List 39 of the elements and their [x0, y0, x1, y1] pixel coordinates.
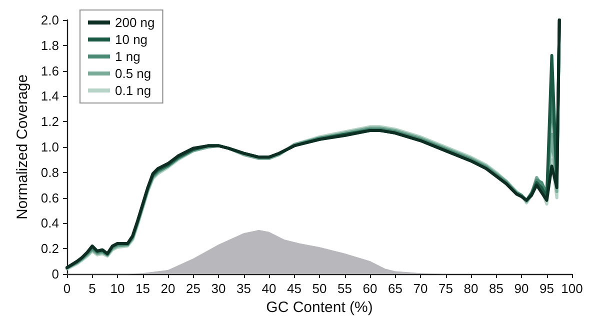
y-tick-label: 1.6 [40, 63, 59, 78]
y-tick-label: 0 [52, 266, 59, 282]
y-tick-label: 0.2 [40, 241, 59, 256]
y-tick-label: 1.4 [40, 88, 59, 104]
x-axis-title: GC Content (%) [266, 299, 373, 316]
x-tick-label: 25 [186, 281, 200, 296]
x-tick-label: 85 [489, 281, 504, 296]
x-tick-label: 95 [540, 281, 554, 296]
x-tick-label: 90 [514, 281, 529, 296]
y-tick-label: 0.4 [40, 216, 59, 231]
x-tick-label: 55 [338, 281, 352, 296]
y-tick-label: 2.0 [40, 12, 59, 28]
x-tick-label: 45 [287, 281, 302, 296]
x-tick-label: 20 [160, 281, 176, 296]
y-tick-label: 1.8 [40, 38, 59, 53]
x-tick-label: 60 [362, 281, 378, 296]
x-tick-label: 5 [88, 281, 96, 296]
y-tick-label: 1.0 [40, 140, 59, 154]
x-tick-label: 10 [110, 281, 125, 296]
x-tick-label: 80 [464, 281, 478, 296]
x-tick-label: 15 [136, 281, 150, 296]
y-tick-label: 1.2 [40, 114, 59, 130]
y-tick-label: 0.6 [40, 190, 59, 206]
x-tick-label: 50 [312, 281, 327, 296]
y-axis-title: Normalized Coverage [14, 74, 32, 220]
x-tick-label: 70 [413, 281, 428, 296]
x-tick-label: 75 [438, 281, 453, 296]
y-tick-label: 0.8 [40, 164, 59, 180]
legend-label: 200 ng [115, 15, 155, 30]
legend-label: 10 ng [115, 32, 148, 47]
legend-label: 0.1 ng [115, 83, 152, 98]
x-tick-label: 30 [211, 281, 226, 296]
x-tick-label: 0 [63, 281, 71, 296]
legend-label: 0.5 ng [115, 66, 152, 81]
x-tick-label: 100 [561, 281, 583, 296]
x-tick-label: 65 [388, 281, 402, 296]
legend-label: 1 ng [115, 49, 140, 64]
x-tick-label: 40 [262, 281, 276, 296]
x-tick-label: 35 [236, 281, 251, 296]
